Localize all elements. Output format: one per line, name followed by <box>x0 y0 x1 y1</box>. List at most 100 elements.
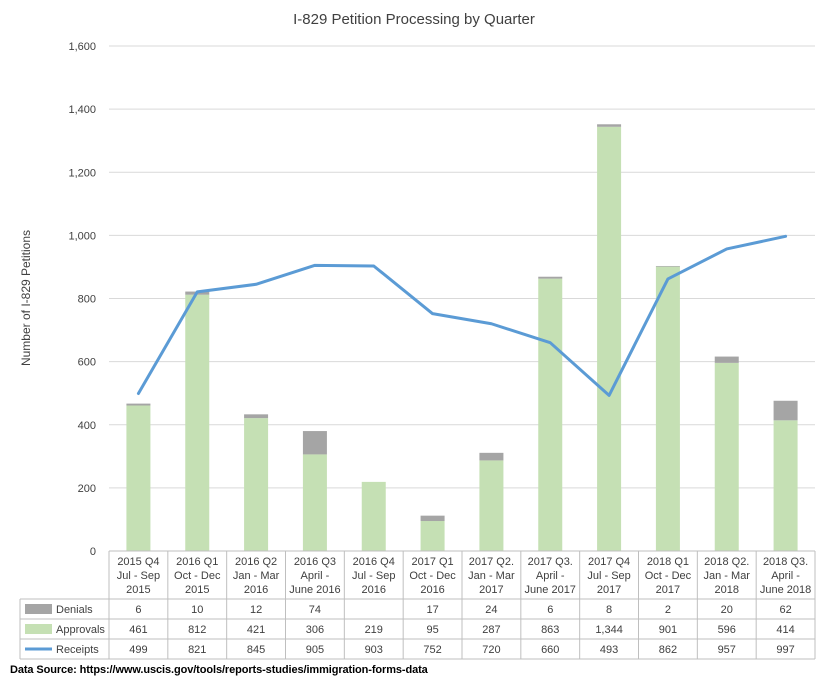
data-label: 901 <box>659 624 677 636</box>
y-tick-label: 1,000 <box>68 230 96 242</box>
data-label: 1,344 <box>595 624 623 636</box>
legend-label-receipts: Receipts <box>56 644 99 656</box>
x-tick-label: 2015 <box>126 584 150 596</box>
y-tick-label: 400 <box>78 420 96 432</box>
data-label: 720 <box>482 644 500 656</box>
x-tick-label: 2015 <box>185 584 209 596</box>
data-label: 20 <box>721 604 733 616</box>
x-tick-label: Jan - Mar <box>233 570 280 582</box>
x-tick-label: Jan - Mar <box>704 570 751 582</box>
data-label: 24 <box>485 604 497 616</box>
denials-bar <box>479 452 504 461</box>
receipts-line <box>136 234 788 397</box>
x-tick-label: 2016 <box>420 584 444 596</box>
denials-bar <box>126 403 151 406</box>
x-tick-label: June 2016 <box>289 584 340 596</box>
x-tick-label: Oct - Dec <box>645 570 692 582</box>
x-tick-label: 2016 Q3 <box>294 556 336 568</box>
data-label: 903 <box>365 644 383 656</box>
approvals-bar <box>185 294 210 551</box>
x-tick-label: Jan - Mar <box>468 570 515 582</box>
x-tick-label: June 2017 <box>525 584 576 596</box>
y-tick-label: 1,600 <box>68 41 96 53</box>
denials-bar <box>773 400 798 421</box>
data-label: 421 <box>247 624 265 636</box>
y-axis-label: Number of I-829 Petitions <box>19 230 33 366</box>
data-label: 905 <box>306 644 324 656</box>
data-label: 6 <box>135 604 141 616</box>
denials-bar <box>714 356 739 363</box>
x-tick-label: Jul - Sep <box>352 570 395 582</box>
x-tick-label: 2017 <box>479 584 503 596</box>
x-tick-label: 2016 <box>362 584 386 596</box>
y-tick-label: 0 <box>90 546 96 558</box>
x-tick-label: 2018 <box>715 584 739 596</box>
x-tick-label: 2017 <box>597 584 621 596</box>
y-tick-label: 600 <box>78 357 96 369</box>
x-tick-label: Oct - Dec <box>409 570 456 582</box>
x-tick-label: 2016 Q4 <box>353 556 395 568</box>
data-source-note: Data Source: https://www.uscis.gov/tools… <box>10 664 428 676</box>
x-tick-label: Oct - Dec <box>174 570 221 582</box>
x-tick-label: 2018 Q2. <box>704 556 749 568</box>
x-tick-label: 2017 Q4 <box>588 556 630 568</box>
y-tick-label: 800 <box>78 294 96 306</box>
data-label: 8 <box>606 604 612 616</box>
data-label: 2 <box>665 604 671 616</box>
approvals-bar <box>597 126 622 552</box>
x-tick-label: 2017 Q2. <box>469 556 514 568</box>
x-tick-label: 2015 Q4 <box>117 556 159 568</box>
data-label: 12 <box>250 604 262 616</box>
x-tick-label: April - <box>536 570 565 582</box>
data-label: 414 <box>776 624 794 636</box>
legend-key-denials <box>25 604 52 614</box>
data-label: 660 <box>541 644 559 656</box>
x-tick-label: 2017 Q3. <box>528 556 573 568</box>
denials-bar <box>597 124 622 127</box>
legend-label-denials: Denials <box>56 604 93 616</box>
data-label: 821 <box>188 644 206 656</box>
denials-bar <box>655 265 680 267</box>
data-label: 957 <box>718 644 736 656</box>
data-label: 499 <box>129 644 147 656</box>
approvals-bar <box>361 481 386 551</box>
x-tick-label: Jul - Sep <box>117 570 160 582</box>
approvals-bar <box>714 362 739 551</box>
chart-title: I-829 Petition Processing by Quarter <box>293 11 535 28</box>
approvals-bar <box>538 278 563 551</box>
y-tick-label: 1,200 <box>68 167 96 179</box>
denials-bar <box>538 276 563 279</box>
x-tick-label: 2016 Q2 <box>235 556 277 568</box>
x-tick-label: 2016 <box>244 584 268 596</box>
data-label: 997 <box>776 644 794 656</box>
data-label: 306 <box>306 624 324 636</box>
data-label: 6 <box>547 604 553 616</box>
data-label: 812 <box>188 624 206 636</box>
denials-bar <box>302 431 327 455</box>
denials-bar <box>420 515 445 522</box>
approvals-bar <box>655 266 680 551</box>
data-label: 287 <box>482 624 500 636</box>
data-label: 219 <box>365 624 383 636</box>
approvals-bar <box>244 418 269 551</box>
x-tick-label: April - <box>301 570 330 582</box>
x-tick-label: April - <box>771 570 800 582</box>
data-label: 493 <box>600 644 618 656</box>
y-tick-label: 200 <box>78 483 96 495</box>
approvals-bar <box>773 420 798 551</box>
data-label: 461 <box>129 624 147 636</box>
data-label: 10 <box>191 604 203 616</box>
approvals-bar <box>420 521 445 551</box>
denials-bar <box>244 414 269 419</box>
x-tick-label: 2018 Q3. <box>763 556 808 568</box>
data-label: 596 <box>718 624 736 636</box>
y-tick-label: 1,400 <box>68 104 96 116</box>
data-label: 862 <box>659 644 677 656</box>
data-label: 863 <box>541 624 559 636</box>
x-tick-label: June 2018 <box>760 584 811 596</box>
x-tick-label: Jul - Sep <box>587 570 630 582</box>
data-label: 62 <box>779 604 791 616</box>
legend-label-approvals: Approvals <box>56 624 105 636</box>
data-label: 95 <box>426 624 438 636</box>
